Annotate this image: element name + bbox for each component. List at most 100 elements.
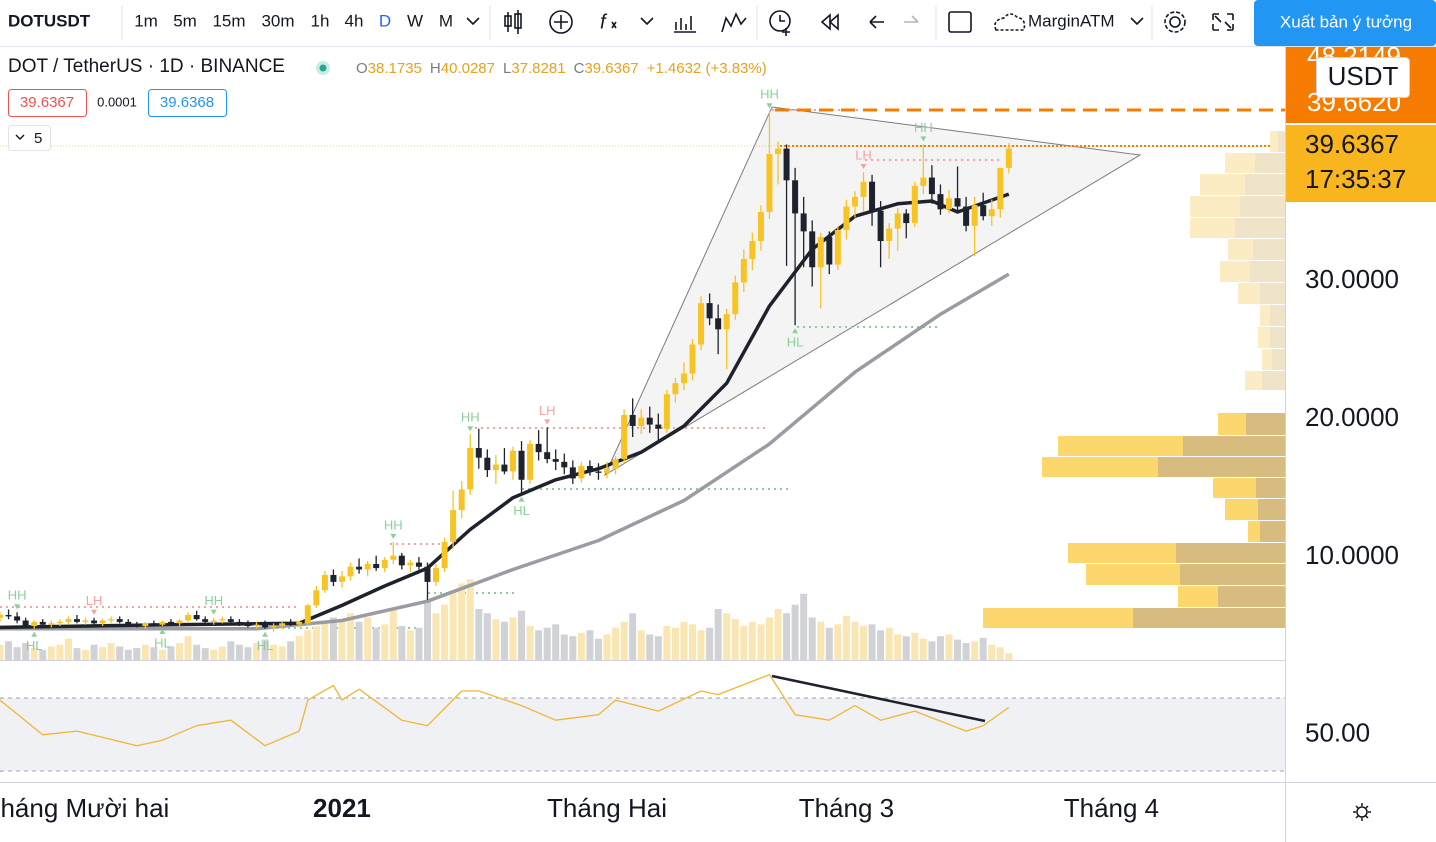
settings-icon[interactable] xyxy=(1164,11,1186,33)
ask-box[interactable] xyxy=(148,89,227,117)
interval[interactable]: W xyxy=(407,11,423,30)
candle-body xyxy=(219,619,226,621)
interval[interactable]: D xyxy=(379,11,391,30)
volume-bar xyxy=(329,617,337,660)
candle-body xyxy=(809,231,816,268)
financials-icon[interactable] xyxy=(674,16,696,33)
volume-bar xyxy=(39,649,47,660)
axis-settings-icon[interactable] xyxy=(1353,803,1371,821)
volume-bar xyxy=(612,627,620,660)
pivot-label: HH xyxy=(204,593,223,608)
volume-bar xyxy=(458,583,466,660)
volume-bar xyxy=(47,646,55,660)
volume-bar xyxy=(30,648,38,660)
symbol[interactable]: DOTUSDT xyxy=(8,11,91,30)
indicator-icon[interactable]: f xyxy=(600,11,608,33)
volume-bar xyxy=(73,648,81,660)
candle-body xyxy=(116,619,123,622)
publish-button[interactable] xyxy=(1254,0,1436,46)
profile-down xyxy=(1246,413,1285,436)
ask[interactable]: 39.6368 xyxy=(160,94,214,111)
templates-icon[interactable] xyxy=(721,12,747,33)
redo-icon[interactable] xyxy=(904,15,919,23)
publish-label[interactable]: Xuất bản ý tưởng xyxy=(1280,12,1412,31)
volume-bar xyxy=(654,636,662,660)
interval-dropdown[interactable] xyxy=(466,17,480,26)
volume-bar xyxy=(466,579,474,660)
profile-down xyxy=(1253,238,1285,261)
candle-body xyxy=(304,605,311,624)
volume-bar xyxy=(706,627,714,660)
toolbar-icons: f xyxy=(466,10,1234,36)
candle-body xyxy=(698,303,705,345)
candle-body xyxy=(946,198,953,210)
y-tick-label: 20.0000 xyxy=(1305,402,1399,432)
volume-bar xyxy=(714,609,722,660)
volume-bar xyxy=(885,627,893,660)
triangle-drawing[interactable] xyxy=(603,106,1142,477)
interval[interactable]: 1h xyxy=(311,11,330,30)
interval[interactable]: 5m xyxy=(173,11,197,30)
y-tick-label: 10.0000 xyxy=(1305,540,1399,570)
volume-bar xyxy=(81,649,89,660)
candle-body xyxy=(997,167,1004,210)
candle-body xyxy=(373,563,380,569)
candle-body xyxy=(800,213,807,232)
candle-body xyxy=(894,213,901,229)
interval[interactable]: 15m xyxy=(212,11,245,30)
candle-body xyxy=(39,621,46,625)
candle-body xyxy=(663,394,670,429)
volume-bar xyxy=(765,617,773,660)
candle-body xyxy=(287,623,294,625)
y-tick-label: 30.0000 xyxy=(1305,264,1399,294)
volume-bar xyxy=(150,647,158,660)
volume-bar xyxy=(304,630,312,660)
interval[interactable]: 4h xyxy=(345,11,364,30)
volume-bar xyxy=(877,630,885,660)
undo-icon[interactable] xyxy=(869,15,884,29)
volume-bar xyxy=(107,643,115,660)
currency[interactable]: USDT xyxy=(1328,61,1399,91)
candle-body xyxy=(142,623,149,627)
candle-body xyxy=(176,620,183,624)
volume-bar xyxy=(116,646,124,660)
candle-body xyxy=(621,414,628,460)
indicators-count[interactable]: 5 xyxy=(34,130,42,147)
fullscreen-icon[interactable] xyxy=(1212,13,1234,31)
candle-body xyxy=(14,616,21,621)
template-name[interactable]: MarginATM xyxy=(1028,11,1115,30)
volume-bar xyxy=(945,634,953,660)
volume-bar xyxy=(979,637,987,660)
template-dropdown[interactable] xyxy=(1130,17,1144,26)
alert-icon[interactable] xyxy=(769,10,791,36)
indicator-dropdown[interactable] xyxy=(640,17,654,26)
volume-bar xyxy=(321,621,329,660)
interval[interactable]: 30m xyxy=(261,11,294,30)
volume-bar xyxy=(90,644,98,660)
volume-bar xyxy=(423,600,431,660)
candle-body xyxy=(552,459,559,462)
profile-up xyxy=(1248,521,1260,543)
profile-up xyxy=(1238,283,1260,305)
chart-type-icon[interactable] xyxy=(504,10,522,34)
interval[interactable]: M xyxy=(439,11,453,30)
compare-icon[interactable] xyxy=(549,10,573,34)
bid[interactable]: 39.6367 xyxy=(20,94,74,111)
profile-down xyxy=(1258,498,1285,521)
profile-down xyxy=(1245,173,1285,196)
candle-body xyxy=(313,590,320,606)
volume-bar xyxy=(227,641,235,660)
profile-down xyxy=(1260,521,1285,543)
replay-icon[interactable] xyxy=(820,13,839,31)
bid-box[interactable] xyxy=(8,89,87,117)
layout-icon[interactable] xyxy=(948,11,972,33)
interval[interactable]: 1m xyxy=(134,11,158,30)
volume-bar xyxy=(483,613,491,660)
volume-bar xyxy=(167,646,175,660)
currency-box[interactable] xyxy=(1316,57,1410,98)
candle-body xyxy=(749,241,756,259)
indicators-toggle[interactable] xyxy=(8,125,51,151)
divergence-line[interactable] xyxy=(771,674,986,723)
